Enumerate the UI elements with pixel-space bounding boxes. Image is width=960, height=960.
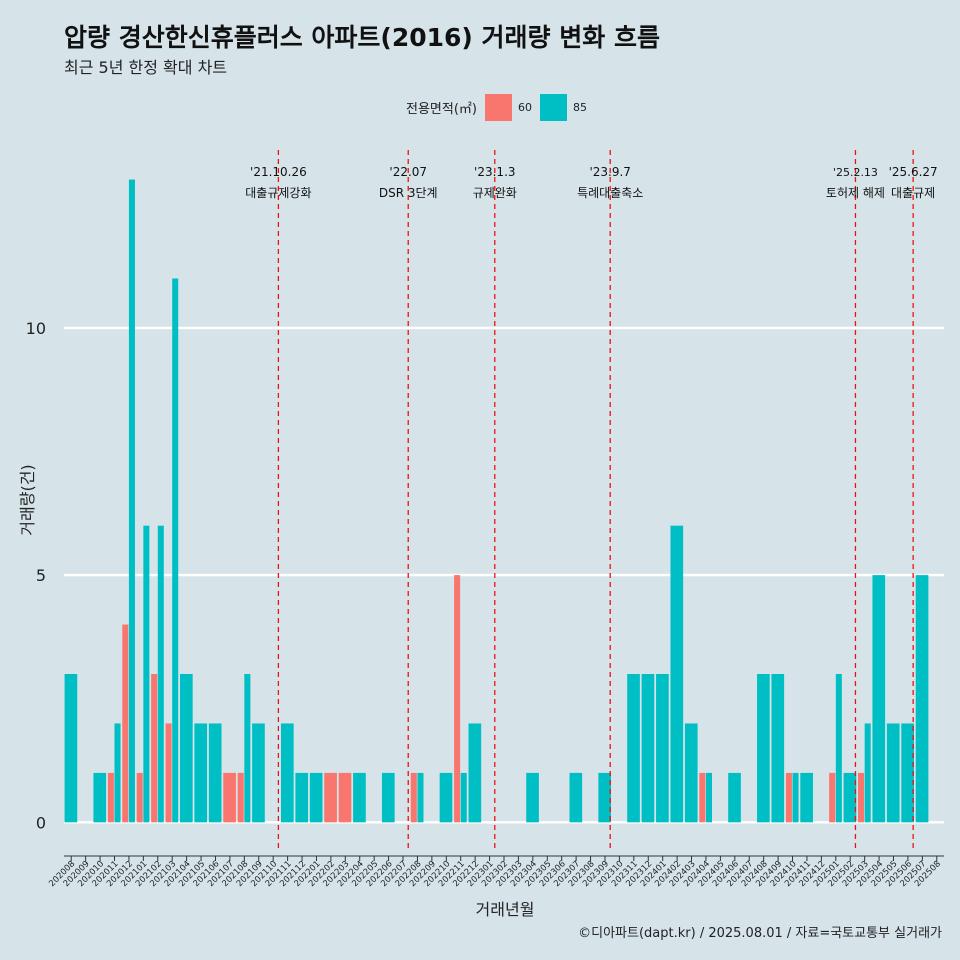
bar-85-202104 bbox=[179, 674, 193, 823]
bar-60-202101 bbox=[136, 772, 143, 823]
bar-60-202202 bbox=[324, 772, 337, 823]
bar-85-202304 bbox=[526, 772, 539, 823]
bar-85-202010 bbox=[93, 772, 107, 823]
bar-85-202409 bbox=[771, 674, 785, 823]
bar-85-202501 bbox=[835, 674, 842, 823]
bar-85-202402 bbox=[670, 525, 684, 823]
bar-60-202108 bbox=[237, 772, 244, 823]
bar-60-202011 bbox=[107, 772, 114, 823]
bar-60-202208 bbox=[410, 772, 417, 823]
legend-swatch-60 bbox=[484, 93, 512, 121]
bar-60-202503 bbox=[858, 772, 865, 823]
bar-85-202208 bbox=[417, 772, 424, 823]
bar-85-202012 bbox=[128, 179, 135, 823]
y-tick-label: 10 bbox=[26, 319, 46, 338]
bar-85-202101 bbox=[143, 525, 150, 823]
caption: ©디아파트(dapt.kr) / 2025.08.01 / 자료=국토교통부 실… bbox=[578, 926, 942, 941]
bar-85-202109 bbox=[252, 723, 265, 823]
event-date: '21.10.26 bbox=[250, 165, 307, 179]
y-tick-label: 5 bbox=[36, 566, 46, 585]
bar-85-202406 bbox=[728, 772, 741, 823]
event-label: DSR 3단계 bbox=[379, 186, 438, 200]
bar-60-202211 bbox=[454, 575, 461, 823]
bar-85-202408 bbox=[757, 674, 770, 823]
bar-85-202112 bbox=[295, 772, 309, 823]
bar-60-202404 bbox=[699, 772, 706, 823]
legend: 전용면적(㎡) 60 85 bbox=[406, 93, 595, 121]
bar-85-202410 bbox=[792, 772, 799, 823]
legend-title: 전용면적(㎡) bbox=[406, 101, 477, 117]
bar-60-202203 bbox=[338, 772, 352, 823]
bar-85-202106 bbox=[208, 723, 222, 823]
bar-85-202503 bbox=[864, 723, 871, 823]
event-label: 대출규제 bbox=[891, 186, 935, 200]
bar-60-202103 bbox=[165, 723, 172, 823]
legend-label-60: 60 bbox=[517, 100, 532, 114]
bar-85-202403 bbox=[684, 723, 698, 823]
bar-85-202204 bbox=[353, 772, 366, 823]
bar-85-202102 bbox=[157, 525, 164, 823]
bar-85-202507 bbox=[915, 575, 929, 823]
bar-85-202505 bbox=[886, 723, 900, 823]
legend-label-85: 85 bbox=[572, 100, 587, 114]
event-date: '22.07 bbox=[389, 165, 427, 179]
y-axis-label: 거래량(건) bbox=[18, 464, 37, 536]
x-axis-label: 거래년월 bbox=[475, 900, 535, 919]
bar-85-202206 bbox=[381, 772, 395, 823]
chart-subtitle: 최근 5년 한정 확대 차트 bbox=[64, 58, 228, 77]
event-date: '25.6.27 bbox=[889, 165, 938, 179]
event-label: 대출규제강화 bbox=[245, 186, 311, 200]
bar-85-202404 bbox=[705, 772, 713, 823]
bar-85-202011 bbox=[114, 723, 121, 823]
event-date: '23.9.7 bbox=[589, 165, 630, 179]
bar-85-202211 bbox=[460, 772, 467, 823]
bar-60-202012 bbox=[122, 624, 129, 823]
y-tick-label: 0 bbox=[36, 813, 46, 832]
event-label: 토허제 해제 bbox=[826, 186, 885, 200]
bar-85-202311 bbox=[627, 674, 640, 823]
bar-60-202102 bbox=[151, 674, 158, 823]
bar-85-202401 bbox=[656, 674, 669, 823]
bar-85-202105 bbox=[194, 723, 208, 823]
event-label: 특례대출축소 bbox=[577, 186, 643, 200]
legend-swatch-85 bbox=[539, 93, 567, 121]
bar-85-202506 bbox=[901, 723, 914, 823]
bar-85-202111 bbox=[280, 723, 294, 823]
event-date: '23.1.3 bbox=[474, 165, 515, 179]
bar-85-202309 bbox=[598, 772, 612, 823]
bar-85-202312 bbox=[641, 674, 655, 823]
chart-title: 압량 경산한신휴플러스 아파트(2016) 거래량 변화 흐름 bbox=[64, 23, 660, 52]
bar-60-202501 bbox=[829, 772, 836, 823]
bar-85-202502 bbox=[843, 772, 857, 823]
event-date: '25.2.13 bbox=[833, 166, 878, 179]
bar-85-202212 bbox=[468, 723, 482, 823]
event-label: 규제완화 bbox=[473, 186, 517, 200]
bar-85-202201 bbox=[309, 772, 323, 823]
bar-85-202108 bbox=[244, 674, 251, 823]
bar-60-202107 bbox=[223, 772, 236, 823]
bar-85-202411 bbox=[800, 772, 813, 823]
bar-85-202008 bbox=[64, 674, 78, 823]
bar-60-202410 bbox=[785, 772, 792, 823]
bar-85-202103 bbox=[172, 278, 179, 823]
bar-85-202504 bbox=[872, 575, 886, 823]
bar-85-202210 bbox=[439, 772, 453, 823]
bar-85-202307 bbox=[569, 772, 583, 823]
